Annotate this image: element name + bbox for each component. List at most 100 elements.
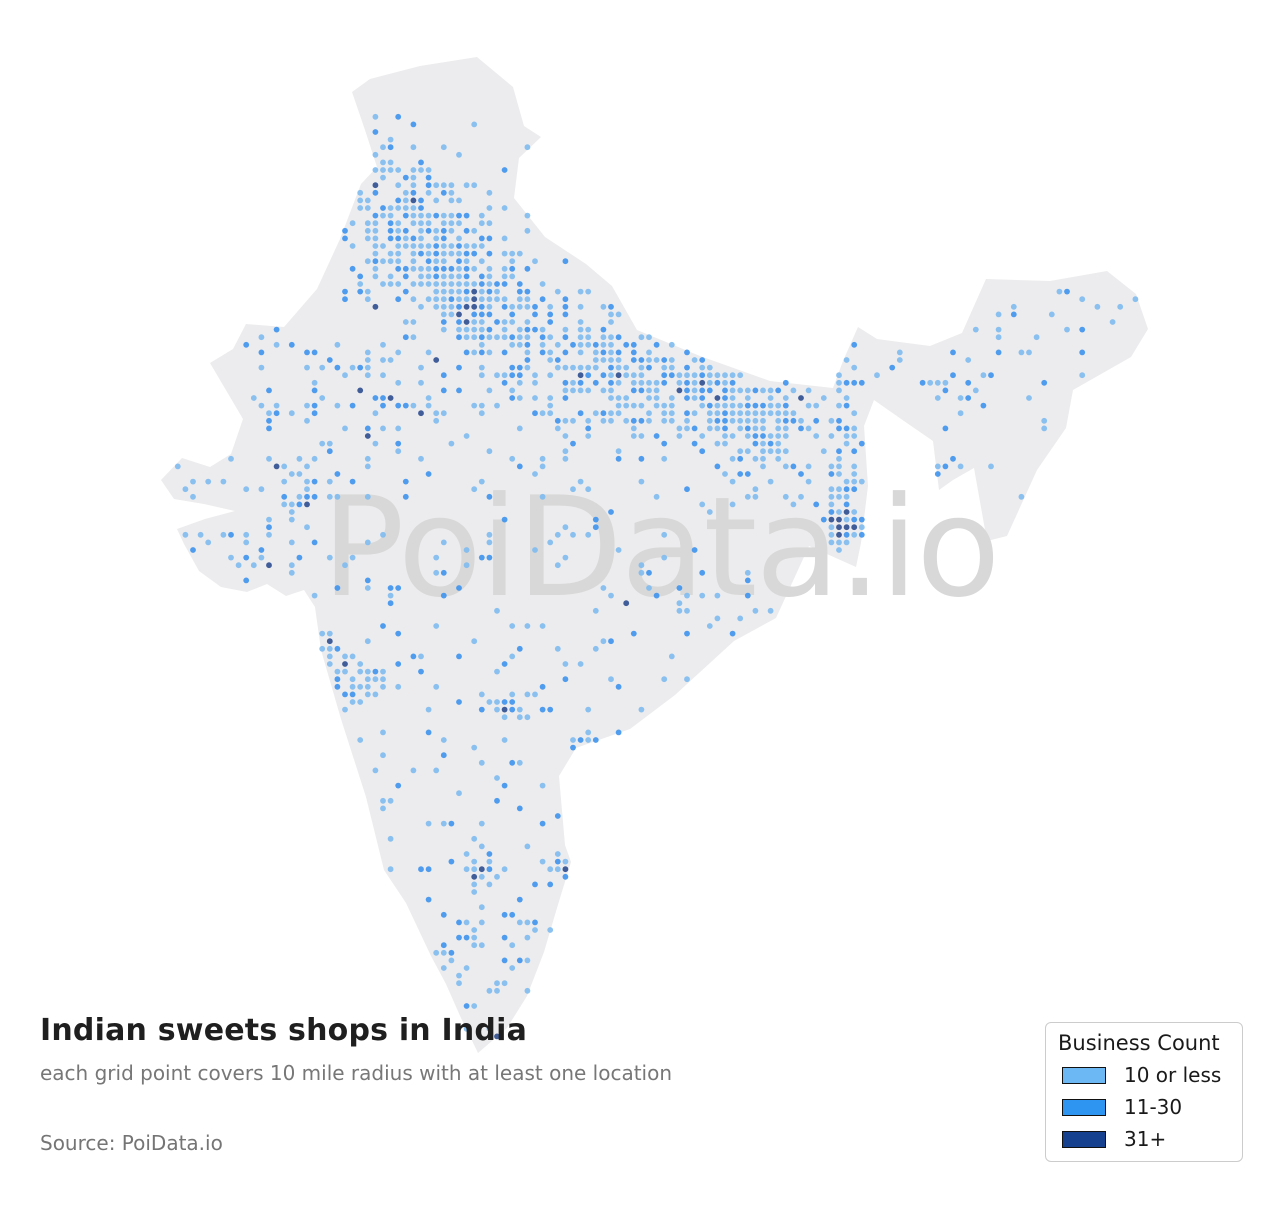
grid-dot: [364, 197, 371, 204]
grid-dot: [600, 357, 607, 363]
grid-dot: [486, 987, 493, 994]
grid-dot: [851, 410, 858, 417]
grid-dot: [661, 455, 668, 462]
grid-dot: [494, 319, 500, 325]
grid-dot: [364, 296, 371, 303]
grid-dot: [615, 334, 622, 341]
grid-dot: [532, 372, 538, 379]
grid-dot: [828, 509, 835, 515]
grid-dot: [311, 402, 318, 409]
grid-dot: [509, 653, 516, 660]
grid-dot: [782, 448, 789, 455]
grid-dot: [813, 501, 820, 508]
grid-dot: [737, 455, 744, 462]
grid-dot: [501, 706, 508, 713]
grid-dot: [402, 174, 409, 181]
grid-dot: [836, 372, 842, 379]
grid-dot: [380, 357, 386, 363]
grid-dot: [714, 410, 721, 417]
grid-dot: [592, 524, 599, 531]
grid-dot: [425, 471, 432, 477]
grid-dot: [456, 288, 462, 295]
grid-dot: [562, 554, 569, 561]
grid-dot: [478, 296, 485, 303]
grid-dot: [752, 486, 759, 493]
grid-dot: [577, 661, 584, 667]
grid-dot: [843, 402, 850, 409]
grid-dot: [608, 349, 614, 356]
grid-dot: [471, 835, 478, 842]
grid-dot: [767, 440, 774, 447]
grid-dot: [509, 273, 516, 280]
legend-item: 11-30: [1058, 1095, 1230, 1119]
grid-dot: [463, 288, 470, 295]
grid-dot: [326, 638, 333, 645]
grid-dot: [387, 220, 394, 227]
grid-dot: [828, 501, 835, 508]
grid-dot: [288, 471, 295, 477]
grid-dot: [653, 357, 660, 363]
grid-dot: [577, 387, 584, 394]
grid-dot: [440, 326, 447, 333]
grid-dot: [471, 889, 478, 895]
grid-dot: [516, 714, 523, 721]
grid-dot: [995, 334, 1002, 341]
grid-dot: [722, 440, 728, 447]
grid-dot: [836, 379, 842, 386]
grid-dot: [486, 554, 493, 561]
grid-dot: [326, 493, 333, 500]
grid-dot: [395, 782, 402, 789]
grid-dot: [266, 531, 272, 538]
grid-dot: [752, 433, 759, 439]
grid-dot: [828, 493, 835, 500]
grid-dot: [684, 607, 690, 614]
grid-dot: [433, 212, 440, 219]
grid-dot: [577, 341, 584, 348]
grid-dot: [440, 569, 447, 576]
grid-dot: [296, 554, 303, 561]
grid-dot: [646, 410, 652, 417]
grid-dot: [843, 539, 850, 546]
grid-dot: [722, 372, 728, 379]
grid-dot: [554, 813, 561, 819]
grid-dot: [220, 478, 227, 485]
grid-dot: [737, 425, 744, 432]
grid-dot: [851, 486, 858, 493]
grid-dot: [334, 493, 341, 500]
grid-dot: [752, 387, 759, 394]
grid-dot: [608, 676, 614, 683]
grid-dot: [471, 486, 478, 493]
grid-dot: [463, 1025, 470, 1032]
grid-dot: [478, 843, 485, 850]
grid-dot: [471, 334, 478, 341]
grid-dot: [623, 364, 630, 371]
grid-dot: [684, 349, 690, 356]
grid-dot: [402, 243, 409, 249]
grid-dot: [364, 463, 371, 470]
grid-dot: [357, 189, 364, 196]
grid-dot: [638, 364, 645, 371]
grid-dot: [813, 433, 820, 439]
grid-dot: [668, 364, 675, 371]
grid-dot: [562, 296, 569, 303]
grid-dot: [380, 752, 386, 759]
grid-dot: [995, 326, 1002, 333]
grid-dot: [509, 319, 516, 325]
grid-dot: [516, 759, 523, 766]
grid-dot: [684, 417, 690, 424]
grid-dot: [950, 455, 956, 462]
grid-dot: [516, 303, 523, 310]
grid-dot: [661, 676, 668, 683]
grid-dot: [478, 281, 485, 287]
grid-dot: [691, 547, 698, 553]
grid-dot: [372, 676, 379, 683]
grid-dot: [380, 167, 386, 173]
grid-dot: [836, 547, 842, 553]
grid-dot: [775, 425, 782, 432]
grid-dot: [661, 554, 668, 561]
grid-dot: [798, 395, 804, 401]
grid-dot: [440, 227, 447, 234]
grid-dot: [585, 425, 592, 432]
grid-dot: [258, 349, 265, 356]
grid-dot: [334, 683, 341, 690]
